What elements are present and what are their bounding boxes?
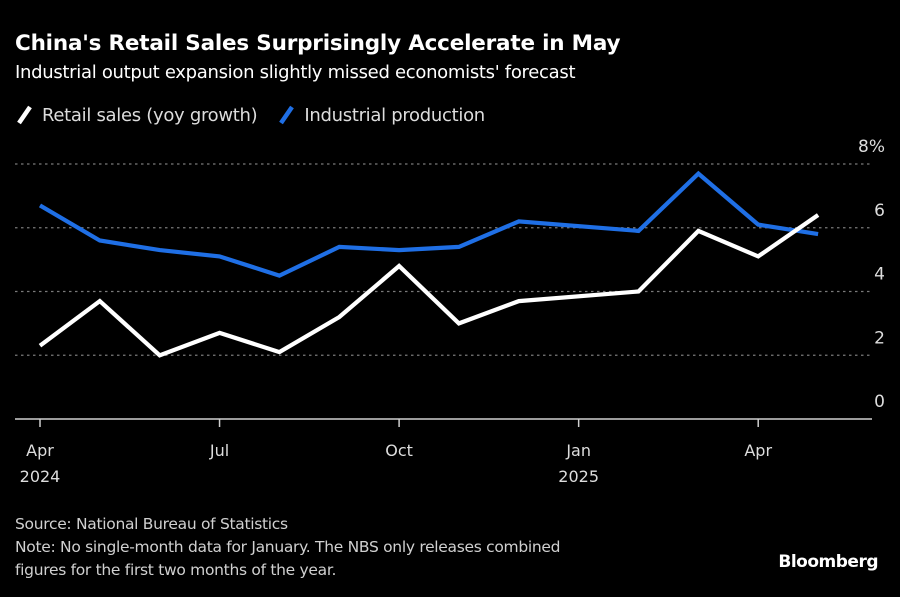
x-axis: Apr 2024 Jul Oct Jan 2025 Apr: [15, 418, 872, 486]
gridlines: [15, 163, 872, 356]
legend-swatch-retail: [17, 105, 32, 125]
x-tick-label: Oct: [385, 441, 413, 460]
legend-swatch-industrial: [279, 105, 295, 125]
series-line-industrial-production: [38, 170, 819, 278]
bloomberg-logo: Bloomberg: [778, 552, 878, 572]
y-tick-label: 6: [874, 201, 885, 221]
chart-title: China's Retail Sales Surprisingly Accele…: [15, 31, 621, 56]
x-tick-label: Apr: [744, 441, 772, 460]
footer: Source: National Bureau of Statistics No…: [15, 513, 561, 582]
legend-label-industrial-production: Industrial production: [304, 104, 485, 126]
y-tick-label: 4: [874, 265, 885, 285]
legend: Retail sales (yoy growth) Industrial pro…: [15, 104, 505, 126]
x-tick-label: Apr: [26, 441, 54, 460]
x-tick-label: Jan: [565, 441, 591, 460]
legend-label-retail-sales: Retail sales (yoy growth): [42, 104, 258, 126]
x-tick-label: Jul: [209, 441, 229, 460]
y-tick-label: 8%: [858, 137, 885, 157]
series-line-retail-sales: [38, 213, 820, 358]
legend-item-industrial-production: Industrial production: [277, 104, 485, 126]
chart-subtitle: Industrial output expansion slightly mis…: [15, 62, 576, 83]
line-swatch-icon: [279, 105, 295, 125]
line-swatch-icon: [17, 105, 32, 125]
source-note: Source: National Bureau of Statistics: [15, 515, 288, 533]
series-lines: [38, 170, 820, 358]
footnote-line-1: Note: No single-month data for January. …: [15, 538, 561, 556]
y-tick-label: 2: [874, 328, 885, 348]
y-tick-label: 0: [874, 392, 885, 412]
footnote-line-2: figures for the first two months of the …: [15, 561, 337, 579]
x-tick-sublabel: 2025: [558, 467, 599, 486]
x-tick-sublabel: 2024: [20, 467, 61, 486]
legend-item-retail-sales: Retail sales (yoy growth): [15, 104, 258, 126]
y-axis-labels: 0 2 4 6 8%: [858, 137, 885, 412]
